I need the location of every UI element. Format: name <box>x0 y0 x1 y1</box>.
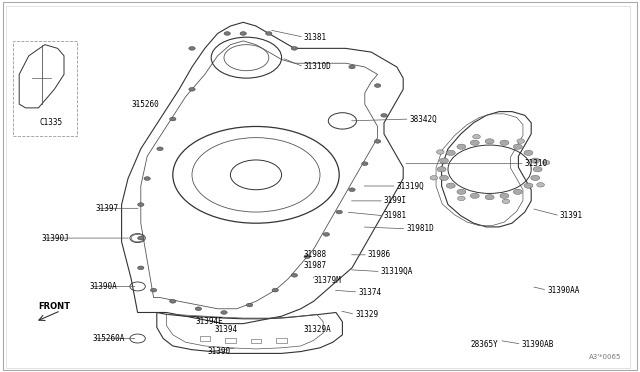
Bar <box>200 336 210 341</box>
Circle shape <box>485 195 494 200</box>
Circle shape <box>246 303 253 307</box>
Circle shape <box>323 232 330 236</box>
Circle shape <box>513 189 522 195</box>
Circle shape <box>537 183 545 187</box>
Circle shape <box>533 167 542 172</box>
Text: 31390J: 31390J <box>42 234 69 243</box>
Circle shape <box>524 183 533 188</box>
Circle shape <box>195 307 202 311</box>
Text: 31319QA: 31319QA <box>381 267 413 276</box>
Circle shape <box>272 288 278 292</box>
Circle shape <box>457 189 466 195</box>
Text: 28365Y: 28365Y <box>470 340 498 349</box>
Circle shape <box>436 150 444 154</box>
Text: 31981: 31981 <box>384 211 407 220</box>
Circle shape <box>138 236 144 240</box>
Circle shape <box>485 139 494 144</box>
Circle shape <box>349 188 355 192</box>
Circle shape <box>542 160 550 165</box>
Text: 31390AB: 31390AB <box>522 340 554 349</box>
Text: 31986: 31986 <box>368 250 391 259</box>
Circle shape <box>374 84 381 87</box>
Circle shape <box>362 162 368 166</box>
Circle shape <box>138 203 144 206</box>
Circle shape <box>150 288 157 292</box>
Circle shape <box>221 311 227 314</box>
Text: A3'*0065: A3'*0065 <box>589 354 621 360</box>
Text: 31381: 31381 <box>304 33 327 42</box>
Text: 31988: 31988 <box>304 250 327 259</box>
Circle shape <box>531 175 540 180</box>
Circle shape <box>144 177 150 180</box>
Circle shape <box>224 32 230 35</box>
Text: C1335: C1335 <box>40 118 63 127</box>
Text: 31987: 31987 <box>304 262 327 270</box>
Text: 315260: 315260 <box>131 100 159 109</box>
Circle shape <box>513 144 522 149</box>
Circle shape <box>500 140 509 145</box>
Bar <box>276 338 287 343</box>
Text: 31379M: 31379M <box>314 276 341 285</box>
Circle shape <box>446 150 455 155</box>
Text: 31390: 31390 <box>208 347 231 356</box>
Text: 31390AA: 31390AA <box>547 286 580 295</box>
Circle shape <box>138 266 144 270</box>
Text: 31981D: 31981D <box>406 224 434 233</box>
Circle shape <box>189 87 195 91</box>
Circle shape <box>500 193 509 198</box>
Bar <box>225 338 236 343</box>
Text: 31329A: 31329A <box>304 325 332 334</box>
Circle shape <box>304 255 310 259</box>
Circle shape <box>430 176 438 180</box>
Circle shape <box>381 113 387 117</box>
Circle shape <box>502 199 510 203</box>
Text: 38342Q: 38342Q <box>410 115 437 124</box>
Text: FRONT: FRONT <box>38 302 70 311</box>
Text: 31394: 31394 <box>214 325 237 334</box>
Circle shape <box>517 139 525 143</box>
Text: 31310D: 31310D <box>304 62 332 71</box>
Circle shape <box>440 158 449 163</box>
Circle shape <box>446 183 455 188</box>
Circle shape <box>291 273 298 277</box>
Text: 31319Q: 31319Q <box>397 182 424 190</box>
Text: 31390A: 31390A <box>90 282 117 291</box>
Circle shape <box>531 158 540 163</box>
Circle shape <box>170 299 176 303</box>
Text: 315260A: 315260A <box>93 334 125 343</box>
Circle shape <box>473 134 481 139</box>
Circle shape <box>470 140 479 145</box>
Text: 31374: 31374 <box>358 288 381 296</box>
Text: 3199I: 3199I <box>384 196 407 205</box>
Circle shape <box>189 46 195 50</box>
Text: 31391: 31391 <box>560 211 583 220</box>
Circle shape <box>458 196 465 201</box>
Circle shape <box>157 147 163 151</box>
Circle shape <box>437 167 446 172</box>
Circle shape <box>374 140 381 143</box>
Circle shape <box>457 144 466 149</box>
Text: 31329: 31329 <box>355 310 378 319</box>
Circle shape <box>470 193 479 198</box>
Circle shape <box>266 32 272 35</box>
Circle shape <box>336 210 342 214</box>
Circle shape <box>440 175 449 180</box>
Circle shape <box>240 32 246 35</box>
Circle shape <box>349 65 355 69</box>
Text: 31397: 31397 <box>96 204 119 213</box>
Bar <box>251 339 261 343</box>
Text: 31310: 31310 <box>525 159 548 168</box>
Circle shape <box>291 46 298 50</box>
Circle shape <box>524 150 533 155</box>
Circle shape <box>170 117 176 121</box>
Text: 31394E: 31394E <box>195 317 223 326</box>
